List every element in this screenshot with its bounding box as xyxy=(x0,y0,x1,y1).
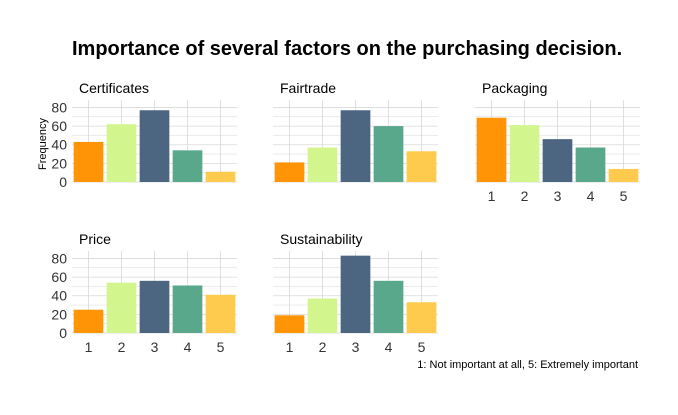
x-tick-label: 1 xyxy=(286,339,294,355)
bar-4 xyxy=(373,126,404,182)
bar-4 xyxy=(373,280,404,333)
bar-2 xyxy=(307,298,338,333)
facet-title: Price xyxy=(79,231,111,247)
y-tick-label: 80 xyxy=(51,99,67,115)
x-tick-label: 4 xyxy=(385,339,393,355)
bar-2 xyxy=(307,147,338,182)
x-tick-label: 2 xyxy=(118,339,126,355)
facet-title: Certificates xyxy=(79,80,149,96)
bar-5 xyxy=(608,168,639,182)
x-tick-label: 3 xyxy=(352,339,360,355)
y-tick-label: 60 xyxy=(51,269,67,285)
x-tick-label: 5 xyxy=(217,339,225,355)
facet-sustainability: Sustainability 1 2 3 4 5 xyxy=(273,231,438,355)
bar-2 xyxy=(106,124,137,182)
x-tick-label: 4 xyxy=(184,339,192,355)
bar-5 xyxy=(205,294,236,333)
x-tick-label: 5 xyxy=(418,339,426,355)
x-tick-label: 3 xyxy=(151,339,159,355)
bar-1 xyxy=(73,141,104,182)
x-tick-label: 1 xyxy=(85,339,93,355)
y-tick-label: 20 xyxy=(51,155,67,171)
chart-title: Importance of several factors on the pur… xyxy=(72,38,622,60)
facet-price: Price 0 20 40 60 80 1 2 3 4 5 xyxy=(51,231,237,355)
x-tick-label: 2 xyxy=(521,188,529,204)
bar-1 xyxy=(73,309,104,333)
y-tick-label: 0 xyxy=(59,325,67,341)
bar-3 xyxy=(340,255,371,333)
facet-title: Fairtrade xyxy=(280,80,336,96)
x-tick-label: 5 xyxy=(620,188,628,204)
bar-1 xyxy=(476,117,507,182)
bar-1 xyxy=(274,315,305,333)
facet-certificates: Certificates 0 20 40 60 80 xyxy=(51,80,237,190)
facet-title: Sustainability xyxy=(280,231,363,247)
x-tick-label: 4 xyxy=(587,188,595,204)
bar-5 xyxy=(205,171,236,182)
y-tick-label: 80 xyxy=(51,250,67,266)
bar-3 xyxy=(542,139,573,182)
x-tick-label: 1 xyxy=(488,188,496,204)
bar-1 xyxy=(274,162,305,182)
bar-2 xyxy=(509,125,540,182)
bar-3 xyxy=(340,110,371,182)
y-axis-label: Frequency xyxy=(37,118,49,170)
facet-title: Packaging xyxy=(482,80,547,96)
y-tick-label: 60 xyxy=(51,118,67,134)
bar-5 xyxy=(406,302,437,333)
chart-caption: 1: Not important at all, 5: Extremely im… xyxy=(417,359,638,371)
facet-fairtrade: Fairtrade xyxy=(273,80,438,183)
bar-4 xyxy=(172,285,203,333)
x-tick-label: 2 xyxy=(319,339,327,355)
bar-5 xyxy=(406,151,437,182)
x-tick-label: 3 xyxy=(554,188,562,204)
y-tick-label: 40 xyxy=(51,288,67,304)
y-tick-label: 40 xyxy=(51,137,67,153)
bar-3 xyxy=(139,110,170,182)
bar-4 xyxy=(575,147,606,182)
bar-3 xyxy=(139,280,170,333)
y-tick-label: 20 xyxy=(51,306,67,322)
y-tick-label: 0 xyxy=(59,174,67,190)
bar-2 xyxy=(106,282,137,333)
bar-4 xyxy=(172,150,203,182)
facet-packaging: Packaging 1 2 3 4 5 xyxy=(475,80,640,204)
